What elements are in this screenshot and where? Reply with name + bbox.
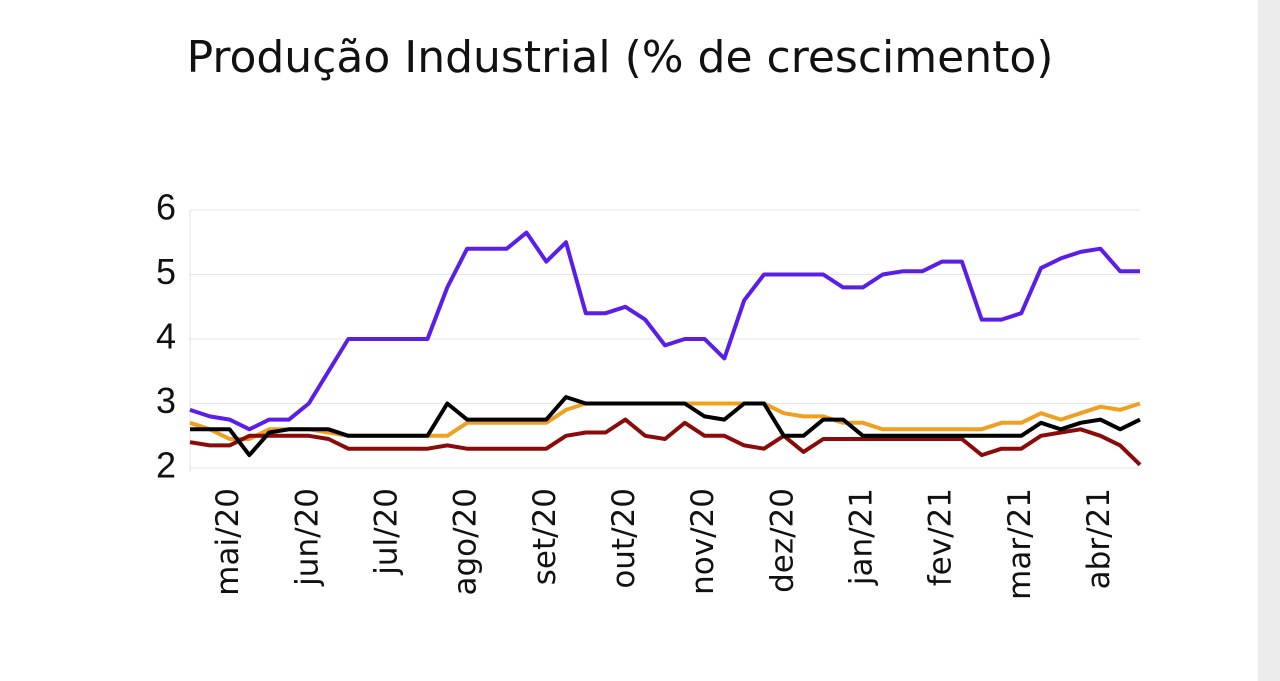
series-line: [190, 395, 1141, 458]
x-tick-label: ago/20: [448, 488, 484, 596]
x-tick-label: out/20: [606, 488, 642, 589]
y-tick-label: 6: [156, 187, 176, 228]
series-line: [189, 230, 1140, 432]
series-line: [189, 401, 1141, 441]
y-tick-label: 5: [156, 251, 176, 292]
x-tick-label: dez/20: [764, 488, 800, 593]
x-tick-label: mai/20: [210, 488, 246, 596]
y-tick-label: 2: [156, 445, 176, 486]
y-tick-label: 3: [156, 380, 176, 421]
side-strip: [1258, 0, 1280, 681]
x-tick-label: jun/20: [289, 488, 325, 587]
x-tick-label: abr/21: [1081, 488, 1117, 589]
series-line: [189, 417, 1142, 467]
chart-title: Produção Industrial (% de crescimento): [187, 32, 1054, 83]
x-tick-label: fev/21: [923, 488, 959, 586]
y-tick-label: 4: [156, 316, 176, 357]
x-tick-label: jul/20: [368, 488, 404, 576]
x-tick-label: jan/21: [843, 488, 879, 586]
x-tick-label: set/20: [527, 488, 563, 585]
x-tick-label: mar/21: [1002, 488, 1038, 600]
x-tick-label: nov/20: [685, 488, 721, 595]
